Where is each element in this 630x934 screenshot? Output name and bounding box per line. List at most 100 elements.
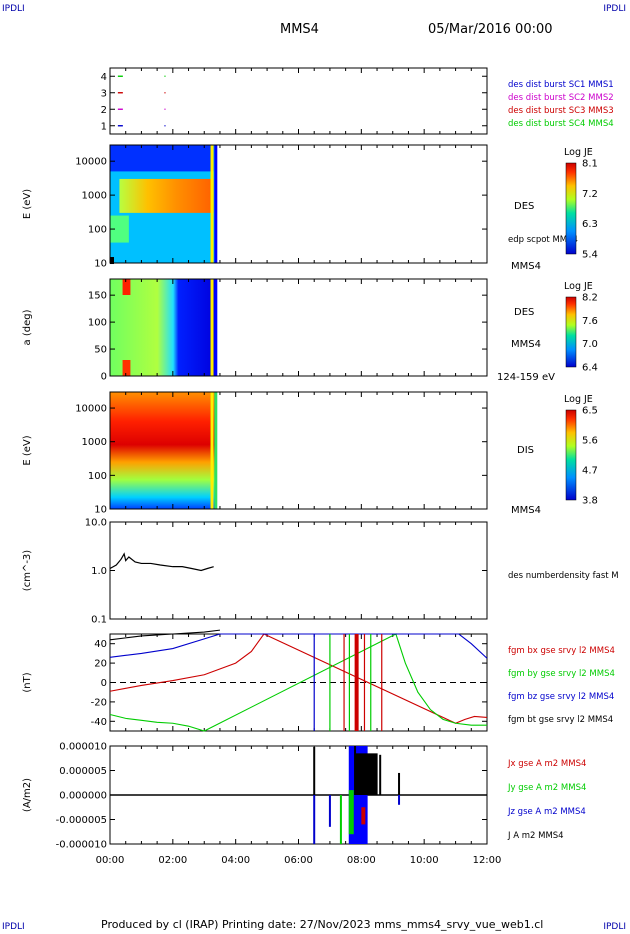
legend-entry: fgm bt gse srvy l2 MMS4 bbox=[508, 715, 613, 725]
colorbar bbox=[565, 409, 577, 501]
field-series-line bbox=[109, 629, 221, 641]
y-tick-label: -20 bbox=[91, 697, 107, 708]
y-tick-label: 10000 bbox=[75, 404, 107, 415]
panel-label: DES bbox=[514, 201, 534, 212]
corner-label-bottom-right: IPDLI bbox=[603, 922, 626, 932]
y-tick-label: 20 bbox=[94, 659, 107, 670]
colorbar-tick-label: 8.2 bbox=[582, 293, 598, 304]
density-series-line bbox=[109, 552, 214, 572]
colorbar-tick-label: 5.6 bbox=[582, 436, 598, 447]
y-axis-label: (nT) bbox=[22, 672, 33, 692]
y-tick-label: 10.0 bbox=[85, 518, 107, 529]
y-tick-label: 40 bbox=[94, 639, 107, 650]
x-tick-label: 04:00 bbox=[221, 855, 250, 866]
burst-mark bbox=[164, 92, 166, 94]
burst-mark bbox=[164, 108, 166, 110]
y-tick-label: -0.000010 bbox=[56, 840, 107, 851]
y-tick-label: 0 bbox=[101, 372, 107, 383]
des-spectrogram-high bbox=[110, 145, 214, 172]
x-tick-label: 12:00 bbox=[473, 855, 502, 866]
y-tick-label: 0.000000 bbox=[59, 791, 107, 802]
field-series-line bbox=[109, 633, 488, 724]
burst-mark bbox=[164, 125, 166, 127]
x-tick-label: 06:00 bbox=[284, 855, 313, 866]
y-tick-label: -0.000005 bbox=[56, 815, 107, 826]
x-tick-label: 08:00 bbox=[347, 855, 376, 866]
corner-label-top-right: IPDLI bbox=[603, 4, 626, 14]
des-spectrogram-low bbox=[110, 215, 129, 243]
colorbar-tick-label: 8.1 bbox=[582, 159, 598, 170]
des-stripe bbox=[214, 145, 218, 263]
colorbar bbox=[565, 162, 577, 255]
corner-label-top-left: IPDLI bbox=[2, 4, 25, 14]
colorbar-tick-label: 7.2 bbox=[582, 189, 598, 200]
y-tick-label: 1 bbox=[101, 121, 107, 132]
colorbar-tick-label: 6.5 bbox=[582, 406, 598, 417]
y-tick-label: 10 bbox=[94, 505, 107, 516]
burst-mark bbox=[117, 125, 123, 127]
colorbar-tick-label: 3.8 bbox=[582, 496, 598, 507]
y-tick-label: 0.1 bbox=[91, 615, 107, 626]
current-dense-band-jy bbox=[348, 790, 354, 835]
colorbar-tick-label: 7.6 bbox=[582, 316, 598, 327]
y-tick-label: 2 bbox=[101, 105, 107, 116]
burst-mark bbox=[117, 92, 123, 94]
colorbar bbox=[565, 296, 577, 368]
x-tick-label: 02:00 bbox=[158, 855, 187, 866]
legend-entry: fgm by gse srvy l2 MMS4 bbox=[508, 669, 615, 679]
y-tick-label: 50 bbox=[94, 345, 107, 356]
burst-mark bbox=[117, 75, 123, 77]
pitch-hot bbox=[122, 360, 131, 376]
y-tick-label: 4 bbox=[101, 72, 107, 83]
legend-entry: Jx gse A m2 MMS4 bbox=[507, 759, 586, 769]
y-tick-label: 0.000005 bbox=[59, 766, 107, 777]
current-dense-band-total bbox=[354, 753, 378, 795]
footer-credits: Produced by cl (IRAP) Printing date: 27/… bbox=[101, 918, 544, 931]
scpot-mark bbox=[110, 257, 114, 265]
y-axis-label: E (eV) bbox=[22, 435, 33, 465]
y-axis-label: (A/m2) bbox=[22, 778, 33, 812]
y-tick-label: -40 bbox=[91, 717, 107, 728]
burst-mark bbox=[164, 75, 166, 77]
des-stripe bbox=[210, 145, 214, 263]
field-series-line bbox=[109, 633, 488, 659]
colorbar-title: Log JE bbox=[564, 147, 593, 158]
legend-entry: des dist burst SC1 MMS1 bbox=[508, 80, 614, 90]
y-tick-label: 1.0 bbox=[91, 566, 107, 577]
panel-label: edp scpot MMS4 bbox=[508, 235, 578, 245]
pitch-stripe bbox=[214, 279, 218, 376]
y-tick-label: 0.000010 bbox=[59, 742, 107, 753]
legend-entry: Jz gse A m2 MMS4 bbox=[507, 807, 586, 817]
colorbar-tick-label: 6.3 bbox=[582, 219, 598, 230]
series-label: des numberdensity fast M bbox=[508, 571, 619, 581]
y-tick-label: 100 bbox=[88, 471, 107, 482]
dis-stripe bbox=[214, 392, 218, 509]
y-tick-label: 150 bbox=[88, 291, 107, 302]
pitch-spectrogram bbox=[110, 279, 216, 376]
y-axis-label: (cm^-3) bbox=[22, 550, 33, 591]
dis-stripe bbox=[210, 392, 214, 509]
legend-entry: Jy gse A m2 MMS4 bbox=[507, 783, 586, 793]
y-tick-label: 1000 bbox=[82, 437, 107, 448]
legend-entry: fgm bx gse srvy l2 MMS4 bbox=[508, 646, 615, 656]
panel-frame-4 bbox=[109, 521, 488, 620]
colorbar-tick-label: 4.7 bbox=[582, 466, 598, 477]
y-tick-label: 10 bbox=[94, 259, 107, 270]
dis-spectrogram bbox=[110, 392, 216, 509]
panel-label: MMS4 bbox=[511, 505, 541, 516]
x-tick-label: 10:00 bbox=[410, 855, 439, 866]
colorbar-title: Log JE bbox=[564, 281, 593, 292]
legend-entry: fgm bz gse srvy l2 MMS4 bbox=[508, 692, 614, 702]
corner-label-bottom-left: IPDLI bbox=[2, 922, 25, 932]
y-tick-label: 3 bbox=[101, 88, 107, 99]
y-tick-label: 10000 bbox=[75, 157, 107, 168]
y-tick-label: 1000 bbox=[82, 191, 107, 202]
pitch-stripe bbox=[210, 279, 214, 376]
pitch-hot bbox=[122, 279, 131, 295]
burst-mark bbox=[117, 108, 123, 110]
y-tick-label: 100 bbox=[88, 225, 107, 236]
colorbar-tick-label: 7.0 bbox=[582, 339, 598, 350]
y-tick-label: 100 bbox=[88, 318, 107, 329]
colorbar-title: Log JE bbox=[564, 394, 593, 405]
